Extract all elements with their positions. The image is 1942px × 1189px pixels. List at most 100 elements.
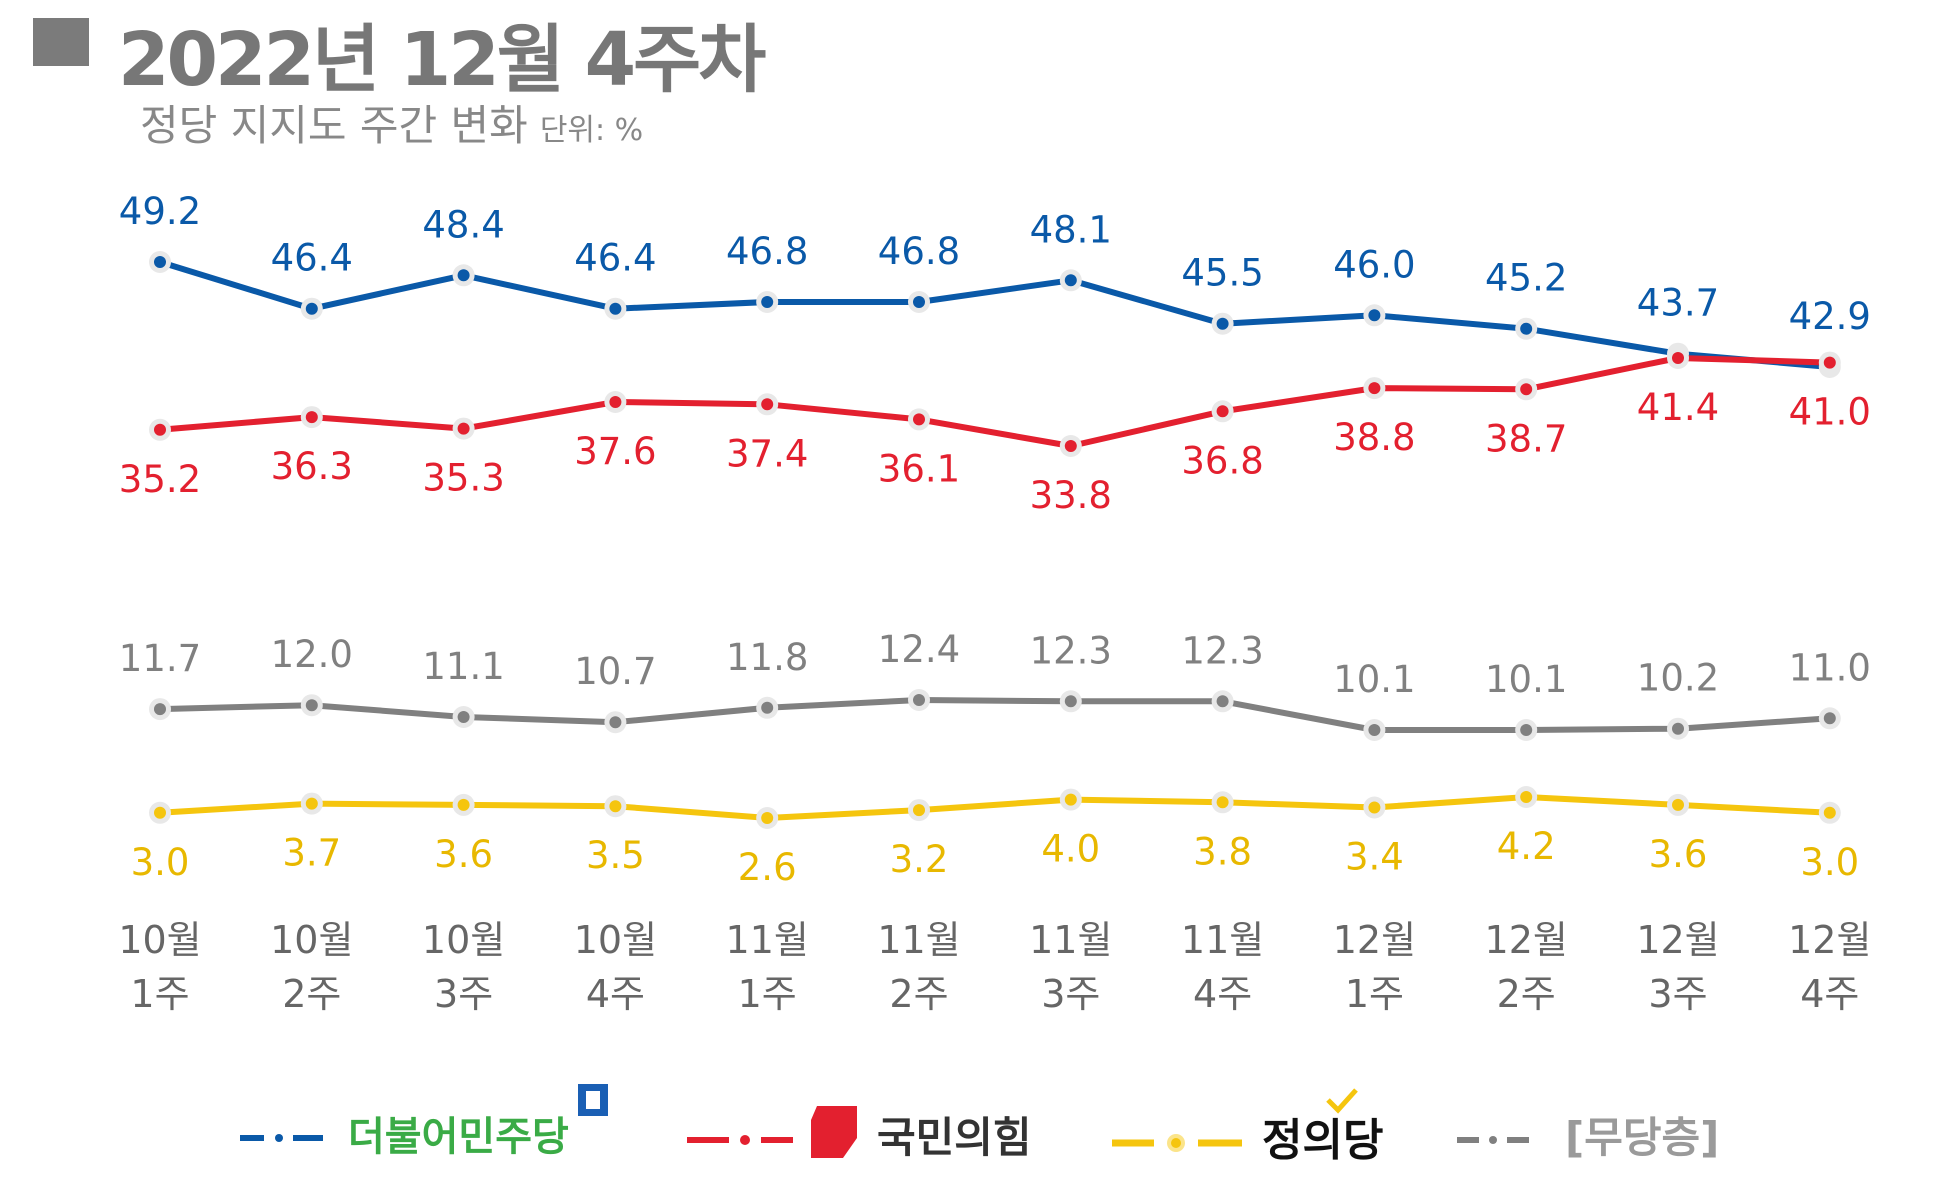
legend-item-independent: [무당층] (1455, 1098, 1755, 1178)
data-label: 11.1 (422, 645, 504, 688)
data-label: 11.0 (1789, 646, 1871, 689)
data-label: 36.8 (1181, 439, 1263, 482)
x-tick-month: 11월 (1029, 918, 1112, 962)
justice-party-check-icon (1326, 1088, 1358, 1114)
series-line (159, 697, 1831, 733)
democratic-party-logo-icon (578, 1084, 608, 1116)
legend-line-justice (1112, 1134, 1242, 1152)
data-label: 3.8 (1193, 830, 1252, 873)
data-label: 46.8 (878, 230, 960, 273)
legend-item-justice-party: 정의당 (1110, 1088, 1410, 1178)
data-label: 3.4 (1345, 836, 1404, 879)
x-tick-week: 4주 (1800, 972, 1859, 1016)
x-axis-labels: 10월 1주 10월 2주 10월 3주 10월 4주 11월 1주 11월 2주 11월 3주 11월 4주… (118, 918, 1871, 1016)
x-tick-week: 1주 (130, 972, 189, 1016)
data-point (1520, 322, 1533, 335)
data-point (913, 296, 925, 308)
data-label: 38.7 (1485, 417, 1567, 460)
data-point (305, 302, 318, 315)
data-point (1368, 801, 1381, 814)
data-label: 3.6 (1649, 833, 1708, 876)
data-point (761, 296, 774, 308)
data-point (154, 703, 166, 716)
data-label: 46.8 (726, 230, 808, 273)
data-point (457, 798, 470, 811)
data-point (1064, 793, 1077, 806)
data-point (1064, 695, 1077, 708)
title-bullet-square (33, 18, 89, 66)
x-tick-month: 10월 (118, 918, 201, 962)
data-label: 37.4 (726, 432, 808, 475)
data-label: 4.2 (1497, 825, 1556, 868)
data-label: 48.4 (422, 203, 504, 246)
x-tick-month: 12월 (1788, 918, 1871, 962)
x-tick-week: 3주 (434, 972, 493, 1016)
data-label: 2.6 (738, 846, 797, 889)
data-point (761, 812, 774, 824)
data-point (1064, 274, 1077, 287)
unit-label: 단위: % (539, 113, 644, 148)
data-point (609, 800, 622, 813)
data-label: 11.8 (726, 636, 808, 679)
data-label: 41.4 (1637, 386, 1719, 429)
data-label: 10.7 (574, 650, 656, 693)
data-label: 12.3 (1181, 629, 1263, 672)
page-title: 2022년 12월 4주차 (118, 17, 766, 103)
legend-item-people-power-party: 국민의힘 (685, 1098, 1085, 1178)
data-point (609, 716, 622, 729)
data-point (457, 711, 470, 723)
data-label: 36.3 (271, 445, 353, 488)
data-label: 10.1 (1485, 658, 1567, 701)
series-2: 35.2 36.3 35.3 37.6 37.4 36.1 33.8 36.8 38.8 38.7… (119, 347, 1871, 517)
series-line (159, 355, 1830, 449)
data-point (457, 422, 470, 435)
data-point (913, 413, 925, 426)
data-label: 49.2 (119, 190, 201, 233)
legend-line-independent (1457, 1136, 1529, 1144)
legend-line-ppp (687, 1106, 857, 1158)
data-point (1064, 440, 1077, 452)
data-label: 3.0 (131, 841, 190, 884)
data-label: 35.3 (422, 457, 504, 500)
data-label: 10.2 (1637, 657, 1719, 700)
legend-label-dem: 더불어민주당 (348, 1114, 569, 1160)
chart-subtitle: 정당 지지도 주간 변화 단위: % (140, 92, 643, 153)
data-point (1520, 383, 1533, 396)
data-point (1216, 317, 1229, 330)
data-point (154, 806, 166, 819)
data-point (154, 256, 166, 268)
series-line (159, 794, 1830, 821)
data-label: 4.0 (1041, 828, 1100, 871)
data-point (457, 269, 470, 282)
data-label: 45.5 (1181, 252, 1263, 295)
data-label: 41.0 (1789, 391, 1871, 434)
data-label: 3.7 (282, 832, 341, 875)
data-point (609, 302, 622, 315)
legend-item-democratic-party: 더불어민주당 (238, 1084, 638, 1178)
data-point (761, 398, 774, 411)
data-point (913, 694, 925, 706)
data-label: 46.4 (574, 237, 656, 280)
legend-line-dem (240, 1134, 323, 1142)
x-tick-month: 11월 (1181, 918, 1264, 962)
data-label: 48.1 (1030, 208, 1112, 251)
x-tick-week: 2주 (889, 972, 948, 1016)
data-label: 45.2 (1485, 257, 1567, 300)
data-label: 36.1 (878, 447, 960, 490)
data-label: 35.2 (119, 458, 201, 501)
data-point (761, 701, 774, 714)
x-tick-week: 4주 (586, 972, 645, 1016)
people-power-logo-icon (811, 1106, 857, 1158)
subtitle-text: 정당 지지도 주간 변화 (140, 101, 528, 150)
data-label: 12.4 (878, 628, 960, 671)
x-tick-month: 10월 (270, 918, 353, 962)
x-tick-week: 3주 (1648, 972, 1707, 1016)
x-tick-month: 11월 (877, 918, 960, 962)
data-point (609, 396, 622, 408)
data-point (305, 797, 318, 810)
data-label: 42.9 (1789, 295, 1871, 338)
data-label: 10.1 (1333, 658, 1415, 701)
series-3: 11.7 12.0 11.1 10.7 11.8 12.4 12.3 12.3 10.1 10.1… (119, 628, 1871, 741)
data-label: 33.8 (1030, 474, 1112, 517)
